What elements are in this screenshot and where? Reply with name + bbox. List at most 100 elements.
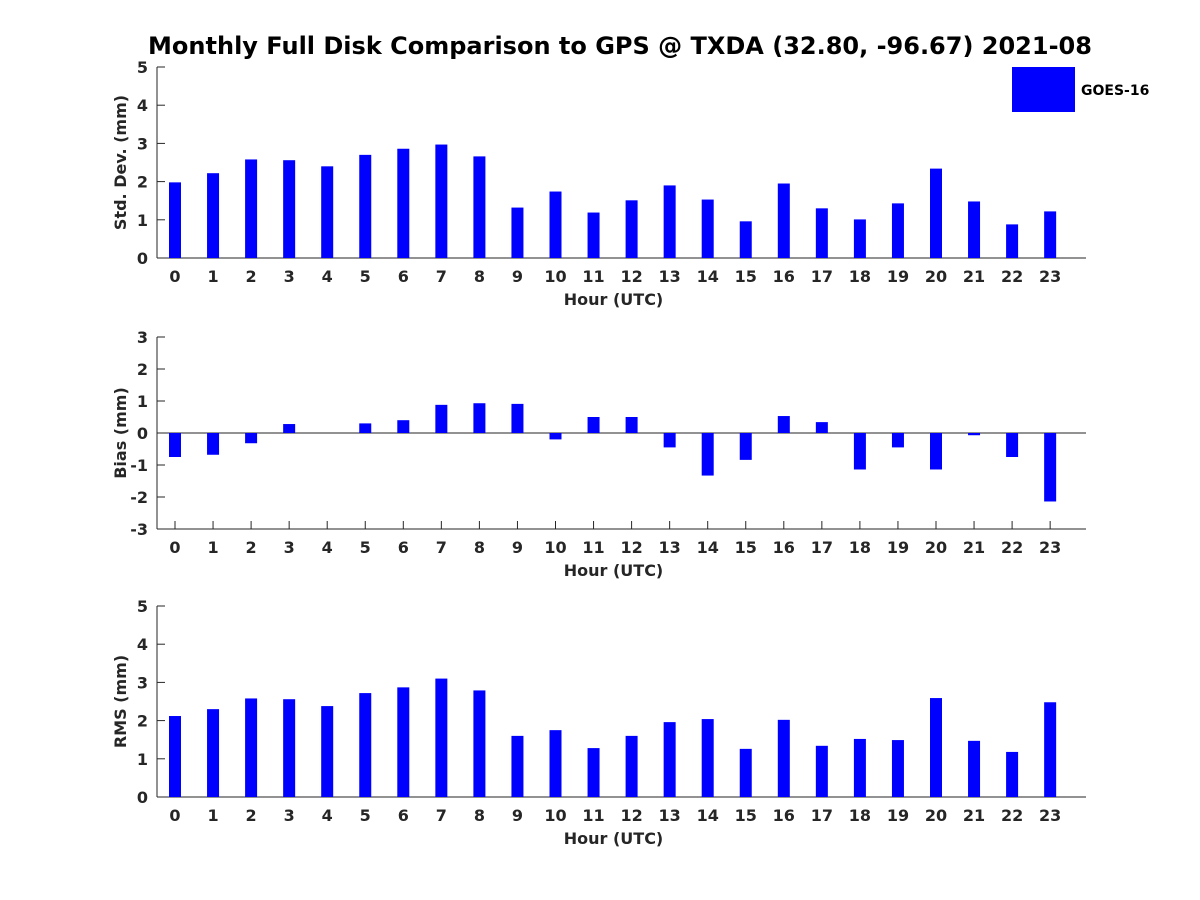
bias-x-tick-label: 9 (512, 538, 523, 557)
std-dev-x-tick-label: 13 (659, 267, 681, 286)
bias-bar-hour-21 (968, 433, 981, 436)
rms-bar-hour-4 (321, 706, 334, 797)
std-dev-bar-hour-11 (587, 212, 600, 258)
std-dev-bar-hour-21 (968, 201, 981, 258)
std-dev-bar-hour-9 (511, 207, 524, 258)
std-dev-x-tick-label: 7 (436, 267, 447, 286)
std-dev-y-tick-label: 0 (137, 249, 148, 268)
rms-bar-hour-3 (283, 699, 296, 797)
rms-y-tick-label: 3 (137, 673, 148, 692)
bias-bar-hour-0 (169, 433, 181, 457)
bias-x-tick-label: 3 (284, 538, 295, 557)
bias-bar-hour-9 (511, 403, 524, 433)
bias-x-tick-label: 7 (436, 538, 447, 557)
bias-bar-hour-7 (435, 404, 448, 433)
rms-x-tick-label: 19 (887, 806, 909, 825)
rms-bar-hour-6 (397, 687, 410, 797)
bias-x-tick-label: 5 (360, 538, 371, 557)
rms-bar-hour-9 (511, 735, 524, 797)
rms-y-tick-label: 4 (137, 635, 148, 654)
bias-bar-hour-13 (663, 433, 676, 448)
std-dev-bar-hour-13 (663, 185, 676, 258)
bias-bar-hour-15 (739, 433, 752, 460)
rms-x-tick-label: 1 (207, 806, 218, 825)
bias-x-tick-label: 13 (659, 538, 681, 557)
bias-x-tick-label: 6 (398, 538, 409, 557)
rms-bar-hour-7 (435, 678, 448, 797)
rms-bar-hour-1 (207, 709, 220, 797)
std-dev-x-tick-label: 16 (773, 267, 795, 286)
rms-x-tick-label: 6 (398, 806, 409, 825)
bias-bar-hour-23 (1044, 433, 1057, 502)
bias-x-tick-label: 22 (1001, 538, 1023, 557)
bias-x-tick-label: 15 (735, 538, 757, 557)
rms-bar-hour-22 (1006, 751, 1019, 797)
std-dev-x-tick-label: 0 (169, 267, 180, 286)
std-dev-x-tick-label: 17 (811, 267, 833, 286)
rms-bar-hour-8 (473, 690, 486, 797)
std-dev-bar-hour-1 (207, 173, 220, 258)
bias-x-tick-label: 21 (963, 538, 985, 557)
rms-bar-hour-19 (891, 740, 904, 797)
std-dev-x-tick-label: 19 (887, 267, 909, 286)
bias-bar-hour-1 (207, 433, 220, 455)
rms-x-tick-label: 18 (849, 806, 871, 825)
bias-y-tick-label: 1 (137, 392, 148, 411)
bias-y-tick-label: -2 (130, 488, 148, 507)
bias-x-tick-label: 19 (887, 538, 909, 557)
std-dev-x-tick-label: 6 (398, 267, 409, 286)
bias-bar-hour-12 (625, 417, 638, 433)
rms-x-tick-label: 5 (360, 806, 371, 825)
rms-x-tick-label: 14 (697, 806, 719, 825)
rms-bar-hour-21 (968, 740, 981, 797)
rms-x-tick-label: 4 (322, 806, 333, 825)
bias-y-tick-label: 0 (137, 424, 148, 443)
legend-label: GOES-16 (1081, 83, 1149, 99)
rms-x-axis-label: Hour (UTC) (564, 829, 664, 848)
std-dev-x-tick-label: 21 (963, 267, 985, 286)
bias-x-tick-label: 16 (773, 538, 795, 557)
bias-x-tick-label: 23 (1039, 538, 1061, 557)
std-dev-x-tick-label: 8 (474, 267, 485, 286)
std-dev-bar-hour-16 (777, 183, 790, 258)
std-dev-x-tick-label: 12 (620, 267, 642, 286)
rms-bar-hour-13 (663, 722, 676, 797)
std-dev-bar-hour-19 (891, 203, 904, 258)
rms-bar-hour-0 (169, 716, 181, 797)
rms-x-tick-label: 3 (284, 806, 295, 825)
rms-bar-hour-14 (701, 719, 714, 797)
std-dev-x-tick-label: 10 (544, 267, 566, 286)
rms-y-tick-label: 1 (137, 750, 148, 769)
bias-bar-hour-16 (777, 416, 790, 433)
std-dev-x-tick-label: 9 (512, 267, 523, 286)
std-dev-x-tick-label: 18 (849, 267, 871, 286)
std-dev-bar-hour-22 (1006, 224, 1019, 258)
rms-y-axis-label: RMS (mm) (111, 655, 130, 748)
bias-y-tick-label: -1 (130, 456, 148, 475)
rms-bar-hour-17 (815, 745, 828, 797)
std-dev-bar-hour-3 (283, 160, 296, 258)
rms-x-tick-label: 20 (925, 806, 947, 825)
std-dev-bar-hour-0 (169, 182, 181, 258)
std-dev-x-tick-label: 14 (697, 267, 719, 286)
bias-bar-hour-20 (930, 433, 942, 470)
bias-bar-hour-10 (549, 433, 562, 440)
bias-bar-hour-18 (853, 433, 866, 470)
rms-y-tick-label: 2 (137, 712, 148, 731)
std-dev-bar-hour-12 (625, 200, 638, 258)
bias-bar-hour-17 (815, 422, 828, 433)
std-dev-bar-hour-18 (853, 219, 866, 258)
std-dev-y-tick-label: 1 (137, 211, 148, 230)
std-dev-x-tick-label: 2 (246, 267, 257, 286)
rms-x-tick-label: 8 (474, 806, 485, 825)
std-dev-bar-hour-4 (321, 166, 334, 258)
std-dev-bar-hour-7 (435, 144, 448, 258)
rms-x-tick-label: 17 (811, 806, 833, 825)
bias-bar-hour-3 (283, 424, 296, 433)
bias-x-tick-label: 8 (474, 538, 485, 557)
bias-x-axis-label: Hour (UTC) (564, 561, 664, 580)
rms-x-tick-label: 21 (963, 806, 985, 825)
bias-x-tick-label: 1 (207, 538, 218, 557)
